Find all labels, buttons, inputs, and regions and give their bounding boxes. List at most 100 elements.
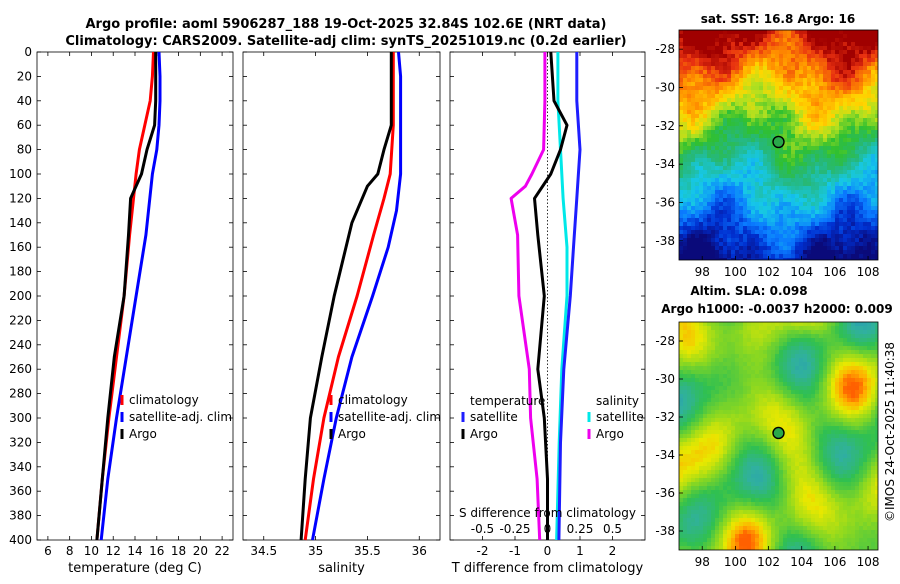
heatmap-cell xyxy=(815,250,819,254)
heatmap-cell xyxy=(683,422,687,426)
heatmap-cell xyxy=(723,230,727,234)
heatmap-cell xyxy=(803,166,807,170)
heatmap-cell xyxy=(715,166,719,170)
heatmap-cell xyxy=(719,82,723,86)
heatmap-cell xyxy=(807,194,811,198)
heatmap-cell xyxy=(815,342,819,346)
heatmap-cell xyxy=(807,226,811,230)
heatmap-cell xyxy=(687,322,691,326)
heatmap-cell xyxy=(759,106,763,110)
heatmap-cell xyxy=(723,202,727,206)
heatmap-cell xyxy=(843,422,847,426)
heatmap-cell xyxy=(855,246,859,250)
heatmap-cell xyxy=(763,78,767,82)
heatmap-cell xyxy=(807,38,811,42)
heatmap-cell xyxy=(843,118,847,122)
heatmap-cell xyxy=(799,62,803,66)
heatmap-cell xyxy=(871,114,875,118)
heatmap-cell xyxy=(735,338,739,342)
heatmap-cell xyxy=(747,34,751,38)
heatmap-cell xyxy=(759,406,763,410)
heatmap-cell xyxy=(847,394,851,398)
heatmap-cell xyxy=(771,58,775,62)
heatmap-cell xyxy=(791,82,795,86)
heatmap-cell xyxy=(751,438,755,442)
heatmap-cell xyxy=(771,342,775,346)
heatmap-cell xyxy=(799,126,803,130)
heatmap-cell xyxy=(835,378,839,382)
heatmap-cell xyxy=(683,442,687,446)
heatmap-cell xyxy=(735,166,739,170)
heatmap-cell xyxy=(771,54,775,58)
heatmap-cell xyxy=(763,190,767,194)
heatmap-cell xyxy=(687,430,691,434)
heatmap-cell xyxy=(871,218,875,222)
heatmap-cell xyxy=(787,30,791,34)
heatmap-cell xyxy=(679,222,683,226)
heatmap-cell xyxy=(699,366,703,370)
heatmap-cell xyxy=(747,346,751,350)
heatmap-cell xyxy=(851,246,855,250)
heatmap-cell xyxy=(691,130,695,134)
heatmap-cell xyxy=(835,82,839,86)
heatmap-cell xyxy=(691,66,695,70)
heatmap-cell xyxy=(791,114,795,118)
heatmap-cell xyxy=(683,130,687,134)
heatmap-cell xyxy=(871,190,875,194)
heatmap-cell xyxy=(779,382,783,386)
heatmap-cell xyxy=(735,174,739,178)
heatmap-cell xyxy=(875,378,878,382)
heatmap-cell xyxy=(735,238,739,242)
heatmap-cell xyxy=(803,358,807,362)
heatmap-cell xyxy=(855,222,859,226)
heatmap-cell xyxy=(719,102,723,106)
heatmap-cell xyxy=(815,378,819,382)
heatmap-cell xyxy=(827,390,831,394)
heatmap-cell xyxy=(759,326,763,330)
difference-x-tick-label: 2 xyxy=(609,544,617,558)
heatmap-cell xyxy=(715,334,719,338)
heatmap-cell xyxy=(787,178,791,182)
heatmap-cell xyxy=(679,322,683,326)
heatmap-cell xyxy=(791,390,795,394)
heatmap-cell xyxy=(683,358,687,362)
heatmap-cell xyxy=(843,450,847,454)
heatmap-cell xyxy=(783,62,787,66)
heatmap-cell xyxy=(807,162,811,166)
heatmap-cell xyxy=(823,414,827,418)
heatmap-cell xyxy=(695,382,699,386)
heatmap-cell xyxy=(695,242,699,246)
heatmap-cell xyxy=(719,442,723,446)
heatmap-cell xyxy=(851,406,855,410)
heatmap-cell xyxy=(795,138,799,142)
heatmap-cell xyxy=(847,426,851,430)
heatmap-cell xyxy=(811,142,815,146)
heatmap-cell xyxy=(847,126,851,130)
heatmap-cell xyxy=(839,446,843,450)
heatmap-cell xyxy=(803,114,807,118)
heatmap-cell xyxy=(799,338,803,342)
heatmap-cell xyxy=(731,130,735,134)
heatmap-cell xyxy=(771,454,775,458)
heatmap-cell xyxy=(759,454,763,458)
heatmap-cell xyxy=(735,378,739,382)
heatmap-cell xyxy=(691,218,695,222)
heatmap-cell xyxy=(823,334,827,338)
heatmap-cell xyxy=(787,106,791,110)
heatmap-cell xyxy=(843,106,847,110)
heatmap-cell xyxy=(827,98,831,102)
heatmap-cell xyxy=(767,106,771,110)
heatmap-cell xyxy=(871,102,875,106)
heatmap-cell xyxy=(695,158,699,162)
heatmap-cell xyxy=(839,206,843,210)
heatmap-cell xyxy=(855,138,859,142)
heatmap-cell xyxy=(779,454,783,458)
heatmap-cell xyxy=(783,90,787,94)
heatmap-cell xyxy=(715,110,719,114)
heatmap-cell xyxy=(751,206,755,210)
heatmap-cell xyxy=(687,74,691,78)
heatmap-cell xyxy=(779,450,783,454)
heatmap-cell xyxy=(811,230,815,234)
heatmap-cell xyxy=(847,414,851,418)
